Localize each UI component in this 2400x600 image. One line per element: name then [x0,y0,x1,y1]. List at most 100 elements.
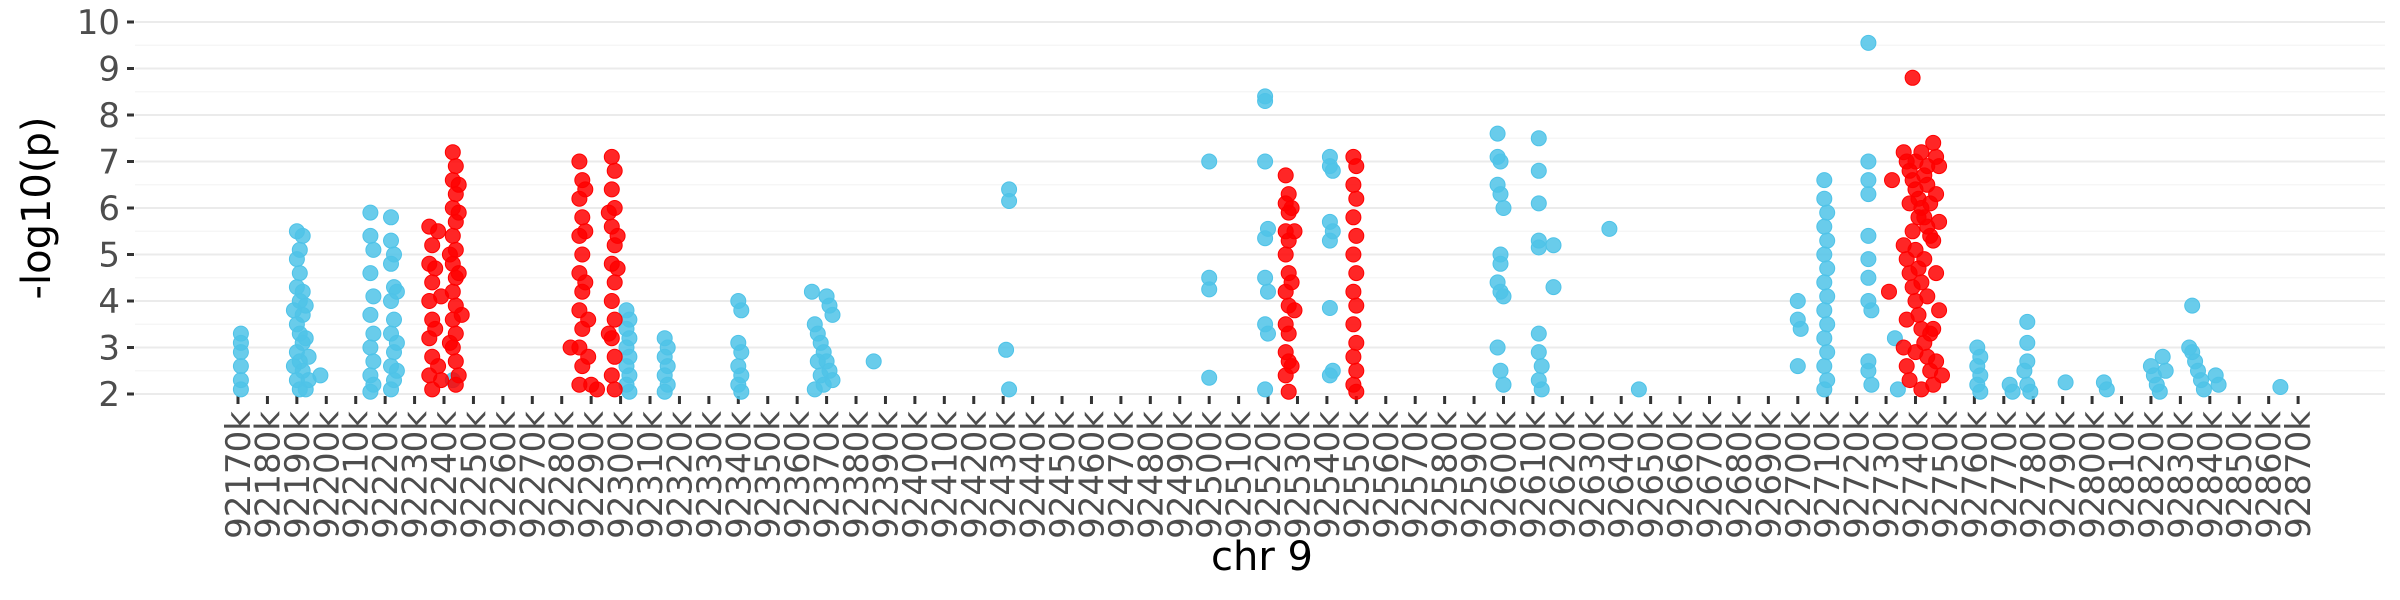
x-tick-label: 92580k [1426,411,1466,539]
point-blue [1001,193,1018,209]
point-red [1348,383,1365,400]
point-blue [2151,383,2168,400]
x-tick-label: 92710k [1808,411,1848,539]
point-red [1901,195,1918,212]
point-blue [1860,153,1877,170]
point-red [606,311,623,328]
x-tick-label: 92540k [1308,411,1348,539]
point-blue [1860,362,1877,379]
point-blue [1819,204,1836,221]
x-tick-label: 92660k [1661,411,1701,539]
x-tick-label: 92490k [1161,411,1201,539]
point-blue [232,358,249,375]
point-red [1348,334,1365,351]
x-tick-label: 92220k [366,411,406,539]
point-blue [1489,339,1506,356]
point-red [444,283,461,300]
x-tick-label: 92240k [425,411,465,539]
point-blue [1816,172,1833,189]
point-blue [1860,34,1877,51]
x-tick-label: 92460k [1072,411,1112,539]
point-blue [1819,344,1836,361]
point-red [1916,251,1933,268]
x-tick-label: 92760k [1955,411,1995,539]
point-red [600,204,617,221]
point-blue [312,367,329,384]
y-axis-title: -log10(p) [14,117,60,300]
point-blue [1819,288,1836,305]
point-red [577,223,594,240]
point-red [1934,367,1950,384]
point-red [1931,213,1948,230]
point-blue [1533,358,1550,375]
point-blue [2210,376,2227,393]
x-tick-label: 92840k [2191,411,2231,539]
point-red [1345,209,1362,226]
point-blue [1860,227,1877,244]
point-blue [1257,153,1274,170]
point-red [427,320,444,337]
x-tick-label: 92600k [1484,411,1524,539]
point-red [424,274,441,291]
point-blue [362,339,379,356]
point-blue [383,255,399,272]
point-blue [733,344,750,361]
point-red [453,306,470,323]
point-blue [1630,381,1647,398]
point-red [1928,353,1945,370]
x-tick-label: 92370k [808,411,848,539]
x-tick-label: 92480k [1131,411,1171,539]
point-blue [1816,358,1833,375]
gridlines [135,21,2385,395]
point-blue [1260,283,1276,300]
point-red [1283,200,1300,216]
x-tick-label: 92820k [2132,411,2172,539]
point-red [424,237,441,254]
x-tick-label: 92800k [2073,411,2113,539]
point-blue [809,353,826,370]
point-blue [1863,376,1880,393]
y-tick-label: 3 [98,329,120,369]
point-red [430,358,447,375]
point-red [1348,362,1365,379]
point-blue [388,283,405,300]
point-red [1898,311,1915,328]
point-blue [1201,281,1218,298]
point-blue [1321,232,1338,249]
point-blue [2272,379,2289,395]
point-blue [1860,269,1877,286]
point-blue [1816,274,1833,291]
x-tick-label: 92860k [2250,411,2290,539]
point-blue [1495,200,1512,216]
point-blue [1321,367,1338,384]
point-blue [1489,125,1506,142]
point-red [447,158,464,175]
point-blue [1816,190,1833,207]
point-red [1348,265,1365,282]
x-tick-label: 92290k [572,411,612,539]
x-tick-label: 92790k [2044,411,2084,539]
y-tick-label: 9 [98,50,120,90]
point-blue [621,383,638,400]
point-red [1913,381,1930,398]
point-blue [2098,381,2115,398]
point-blue [1324,162,1341,179]
point-blue [362,204,379,221]
point-blue [232,344,249,361]
point-red [1904,223,1921,240]
point-red [574,209,591,226]
point-blue [1530,162,1547,179]
x-tick-label: 92560k [1367,411,1407,539]
y-tick-label: 8 [98,96,120,136]
point-blue [1889,381,1906,398]
point-blue [1530,344,1547,361]
point-blue [297,381,314,398]
x-tick-label: 92250k [454,411,494,539]
point-blue [285,302,302,319]
point-red [1280,383,1297,400]
x-tick-label: 92810k [2103,411,2143,539]
point-red [450,265,467,282]
point-blue [1816,381,1833,398]
x-tick-label: 92750k [1926,411,1966,539]
x-tick-label: 92520k [1249,411,1289,539]
